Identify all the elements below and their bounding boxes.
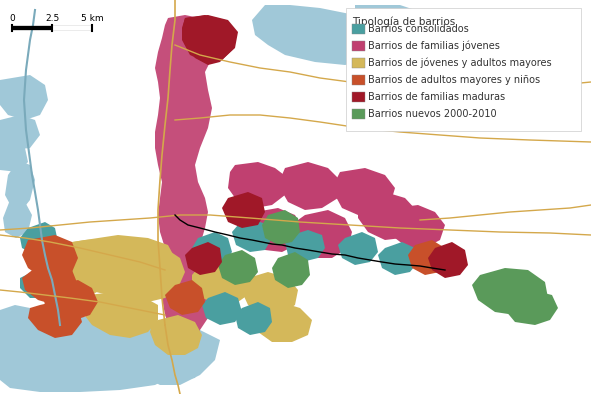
Polygon shape — [295, 210, 352, 258]
Bar — [352, 24, 365, 34]
Polygon shape — [165, 355, 200, 380]
Polygon shape — [252, 302, 312, 342]
Polygon shape — [35, 315, 220, 385]
Polygon shape — [185, 242, 222, 275]
Bar — [352, 41, 365, 51]
Polygon shape — [252, 5, 390, 65]
Bar — [352, 109, 365, 119]
Text: Barrios nuevos 2000-2010: Barrios nuevos 2000-2010 — [368, 109, 496, 119]
Polygon shape — [192, 232, 232, 265]
Polygon shape — [285, 230, 325, 262]
Polygon shape — [218, 250, 258, 285]
Text: Barrios de familias maduras: Barrios de familias maduras — [368, 92, 505, 102]
Polygon shape — [20, 222, 58, 255]
Bar — [352, 75, 365, 85]
Polygon shape — [472, 268, 548, 315]
Polygon shape — [358, 192, 418, 240]
Polygon shape — [48, 238, 185, 302]
Polygon shape — [82, 292, 158, 338]
Polygon shape — [232, 220, 272, 252]
Polygon shape — [248, 208, 302, 252]
Text: 5 km: 5 km — [81, 14, 103, 23]
Polygon shape — [355, 5, 440, 50]
Polygon shape — [390, 205, 445, 248]
Polygon shape — [242, 272, 298, 315]
Polygon shape — [222, 192, 265, 228]
Text: Barrios de familias jóvenes: Barrios de familias jóvenes — [368, 41, 500, 51]
Polygon shape — [378, 242, 418, 275]
FancyBboxPatch shape — [346, 8, 581, 131]
Polygon shape — [408, 240, 448, 275]
Polygon shape — [0, 115, 40, 150]
Polygon shape — [155, 15, 215, 345]
Polygon shape — [22, 235, 78, 280]
Text: 0: 0 — [9, 14, 15, 23]
Polygon shape — [150, 340, 180, 368]
Text: Barrios consolidados: Barrios consolidados — [368, 24, 469, 34]
Polygon shape — [262, 210, 300, 245]
Polygon shape — [20, 268, 58, 298]
Polygon shape — [272, 252, 310, 288]
Polygon shape — [68, 235, 175, 285]
Polygon shape — [0, 140, 28, 172]
Bar — [352, 58, 365, 68]
Polygon shape — [35, 252, 112, 298]
Polygon shape — [505, 290, 558, 325]
Polygon shape — [338, 232, 378, 265]
Polygon shape — [228, 162, 288, 208]
Polygon shape — [28, 300, 82, 338]
Polygon shape — [192, 262, 255, 305]
Text: Tipología de barrios: Tipología de barrios — [352, 16, 455, 26]
Text: Barrios de adultos mayores y niños: Barrios de adultos mayores y niños — [368, 75, 540, 85]
Polygon shape — [5, 160, 35, 210]
Polygon shape — [335, 168, 395, 215]
Polygon shape — [150, 315, 202, 355]
Polygon shape — [428, 242, 468, 278]
Polygon shape — [182, 15, 238, 62]
Polygon shape — [22, 262, 78, 305]
Text: Barrios de jóvenes y adultos mayores: Barrios de jóvenes y adultos mayores — [368, 58, 551, 68]
Polygon shape — [202, 292, 242, 325]
Text: 2.5: 2.5 — [45, 14, 59, 23]
Polygon shape — [165, 280, 205, 315]
Polygon shape — [0, 75, 48, 120]
Polygon shape — [3, 200, 32, 238]
Polygon shape — [0, 305, 190, 392]
Polygon shape — [235, 302, 272, 335]
Polygon shape — [182, 15, 235, 65]
Polygon shape — [42, 280, 98, 320]
Polygon shape — [280, 162, 340, 210]
Bar — [352, 92, 365, 102]
